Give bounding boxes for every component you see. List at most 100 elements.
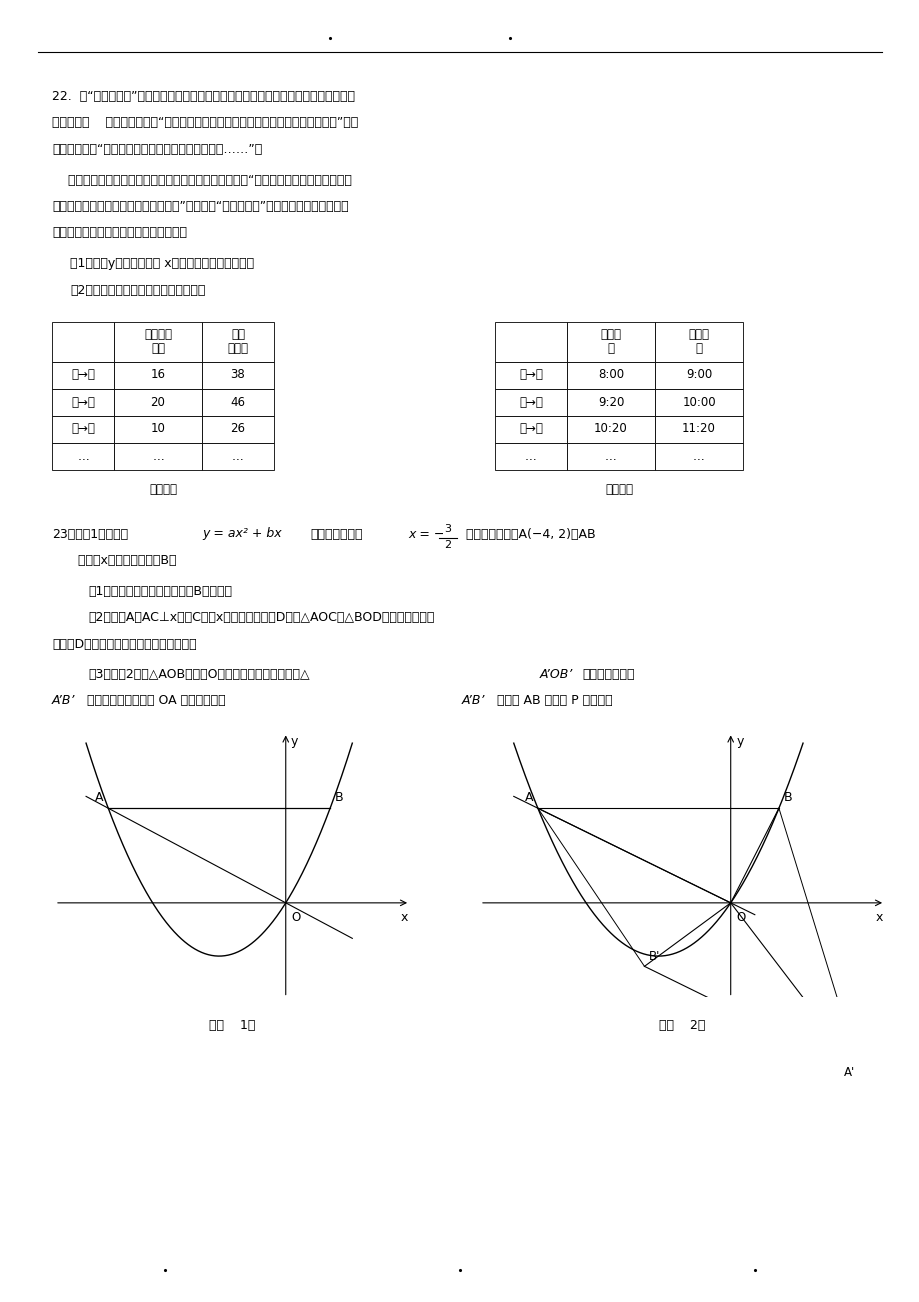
Text: 与直线 AB 的交点 P 的坐标。: 与直线 AB 的交点 P 的坐标。 xyxy=(496,694,612,707)
Text: 甲→丁: 甲→丁 xyxy=(71,423,95,435)
Text: y: y xyxy=(290,734,298,747)
Text: A’B’: A’B’ xyxy=(52,694,75,707)
Text: 10:20: 10:20 xyxy=(594,423,627,435)
Text: （图    2）: （图 2） xyxy=(659,1019,705,1032)
Bar xyxy=(114,443,202,470)
Text: 甲→丙: 甲→丙 xyxy=(71,396,95,409)
Text: 26: 26 xyxy=(231,423,245,435)
Text: 是如何求出的吗？请你和小明一起求出：: 是如何求出的吗？请你和小明一起求出： xyxy=(52,227,187,240)
Bar xyxy=(654,415,743,443)
Bar xyxy=(202,322,274,362)
Text: x: x xyxy=(400,911,407,924)
Text: 表（二）: 表（二） xyxy=(605,483,632,496)
Text: 23．如图1，抛物线: 23．如图1，抛物线 xyxy=(52,527,128,540)
Text: …: … xyxy=(77,449,89,462)
Text: 出发时
间: 出发时 间 xyxy=(600,328,621,355)
Text: 里程（千
米）: 里程（千 米） xyxy=(144,328,172,355)
Bar xyxy=(654,362,743,388)
Text: …: … xyxy=(152,449,164,462)
Bar xyxy=(202,415,274,443)
Bar xyxy=(654,443,743,470)
Bar xyxy=(566,415,654,443)
Bar xyxy=(52,322,114,362)
Bar xyxy=(494,443,566,470)
Bar xyxy=(494,388,566,415)
Bar xyxy=(52,443,114,470)
Text: 且抛物线经过点A(−4, 2)，AB: 且抛物线经过点A(−4, 2)，AB xyxy=(466,527,595,540)
Text: …: … xyxy=(692,449,704,462)
Text: 甲→乙: 甲→乙 xyxy=(518,368,542,381)
Text: （3）如图2，将△AOB绕着点O按逆时针方向旋转后到达△: （3）如图2，将△AOB绕着点O按逆时针方向旋转后到达△ xyxy=(88,668,310,681)
Text: 20: 20 xyxy=(151,396,165,409)
Text: 3: 3 xyxy=(444,523,451,534)
Text: 11:20: 11:20 xyxy=(681,423,715,435)
Text: 9:00: 9:00 xyxy=(686,368,711,381)
Text: 2: 2 xyxy=(444,540,451,551)
Text: B': B' xyxy=(649,949,660,962)
Bar xyxy=(114,415,202,443)
Text: A: A xyxy=(96,792,104,805)
Bar xyxy=(654,388,743,415)
Bar xyxy=(52,415,114,443)
Text: 10: 10 xyxy=(151,423,165,435)
Text: 9:20: 9:20 xyxy=(597,396,623,409)
Text: …: … xyxy=(605,449,617,462)
Bar xyxy=(654,322,743,362)
Bar xyxy=(494,362,566,388)
Bar xyxy=(114,388,202,415)
Text: 在游船上，他注意到表（二），思考一下，对爸爸说：“若游船在静水中的速度不变，: 在游船上，他注意到表（二），思考一下，对爸爸说：“若游船在静水中的速度不变， xyxy=(52,173,351,186)
Bar xyxy=(52,388,114,415)
Bar xyxy=(494,322,566,362)
Text: （1）求该抛物线的解析式和点B的坐标；: （1）求该抛物线的解析式和点B的坐标； xyxy=(88,585,232,598)
Bar xyxy=(202,388,274,415)
Text: 的对称轴为直线: 的对称轴为直线 xyxy=(310,527,362,540)
Text: O: O xyxy=(290,911,300,924)
Bar xyxy=(114,362,202,388)
Bar xyxy=(566,322,654,362)
Text: 16: 16 xyxy=(151,368,165,381)
Text: （2）过点A作AC⊥x轴于C，在x轴上是否存在点D，使△AOC与△BOD相似？若存在，: （2）过点A作AC⊥x轴于C，在x轴上是否存在点D，使△AOC与△BOD相似？若… xyxy=(88,611,434,624)
Text: B: B xyxy=(335,792,343,805)
Bar xyxy=(202,362,274,388)
Bar xyxy=(566,443,654,470)
Text: （图    1）: （图 1） xyxy=(210,1019,255,1032)
Text: 乙→甲: 乙→甲 xyxy=(518,396,542,409)
Text: A': A' xyxy=(843,1065,855,1078)
Text: y = ax² + bx: y = ax² + bx xyxy=(202,527,281,540)
Bar xyxy=(52,362,114,388)
Text: x = −: x = − xyxy=(407,527,444,540)
Text: A: A xyxy=(524,792,532,805)
Text: B: B xyxy=(783,792,791,805)
Text: 票价
（元）: 票价 （元） xyxy=(227,328,248,355)
Text: x: x xyxy=(874,911,881,924)
Text: 22.  在“十一黄金周”期间，小明和他的父每坐游船从甲地到乙地观光，在售票大厅看到: 22. 在“十一黄金周”期间，小明和他的父每坐游船从甲地到乙地观光，在售票大厅看… xyxy=(52,90,355,103)
Text: （2）游船在静水中的速度和水流速度。: （2）游船在静水中的速度和水流速度。 xyxy=(70,284,205,297)
Text: …: … xyxy=(232,449,244,462)
Text: 38: 38 xyxy=(231,368,245,381)
Text: y: y xyxy=(736,734,743,747)
Text: 点了点头说：“里程与票价是一次函数关系，具体是……”。: 点了点头说：“里程与票价是一次函数关系，具体是……”。 xyxy=(52,143,262,156)
Text: O: O xyxy=(736,911,745,924)
Text: 46: 46 xyxy=(231,396,245,409)
Text: （1）票价y（元）与里程 x（千米）的函数关系式；: （1）票价y（元）与里程 x（千米）的函数关系式； xyxy=(70,256,254,270)
Bar xyxy=(202,443,274,470)
Text: 的位置，当线段: 的位置，当线段 xyxy=(582,668,634,681)
Bar xyxy=(494,415,566,443)
Text: 10:00: 10:00 xyxy=(682,396,715,409)
Text: 甲→乙: 甲→乙 xyxy=(71,368,95,381)
Text: 表（一）: 表（一） xyxy=(149,483,176,496)
Text: 甲→乙: 甲→乙 xyxy=(518,423,542,435)
Text: 平行于x轴交抛物线于点B。: 平行于x轴交抛物线于点B。 xyxy=(70,553,176,566)
Bar xyxy=(114,322,202,362)
Text: 那么我还能算出它的速度和水流速度。”爸爸说：“你真贚明！”亲爱的同学，你知道小明: 那么我还能算出它的速度和水流速度。”爸爸说：“你真贚明！”亲爱的同学，你知道小明 xyxy=(52,201,348,214)
Text: 的中点正好落在直线 OA 上时，求直线: 的中点正好落在直线 OA 上时，求直线 xyxy=(87,694,225,707)
Text: 求出点D的坐标；若不存在，请说明理由；: 求出点D的坐标；若不存在，请说明理由； xyxy=(52,638,197,651)
Bar xyxy=(566,388,654,415)
Text: A’B’: A’B’ xyxy=(461,694,485,707)
Text: 8:00: 8:00 xyxy=(597,368,623,381)
Text: A’OB’: A’OB’ xyxy=(539,668,573,681)
Text: 到达时
间: 到达时 间 xyxy=(687,328,709,355)
Bar xyxy=(566,362,654,388)
Text: …: … xyxy=(525,449,537,462)
Text: 表（一），    爸爸对小明说：“我来考考你，你能知道里程与票价之间有何关系吗？”小明: 表（一）， 爸爸对小明说：“我来考考你，你能知道里程与票价之间有何关系吗？”小明 xyxy=(52,116,357,129)
